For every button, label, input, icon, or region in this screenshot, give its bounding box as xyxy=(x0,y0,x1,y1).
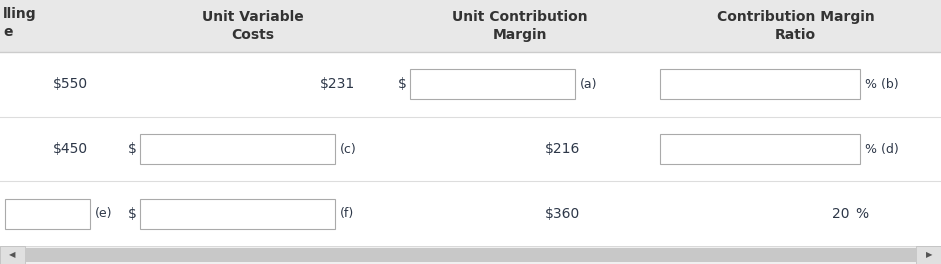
Text: e: e xyxy=(3,25,12,39)
Bar xyxy=(916,246,941,264)
Text: ▶: ▶ xyxy=(926,251,933,260)
Text: (f): (f) xyxy=(340,207,354,220)
Text: Unit Contribution
Margin: Unit Contribution Margin xyxy=(453,10,588,42)
Text: (e): (e) xyxy=(95,207,113,220)
Text: ◀: ◀ xyxy=(8,251,15,260)
Bar xyxy=(5,199,90,229)
Text: % (d): % (d) xyxy=(865,143,899,155)
Text: $360: $360 xyxy=(545,207,580,221)
Bar xyxy=(0,0,941,52)
Bar xyxy=(25,248,916,262)
Bar xyxy=(0,246,941,264)
Text: 20: 20 xyxy=(833,207,850,221)
Bar xyxy=(410,69,575,99)
Bar xyxy=(140,199,335,229)
Text: lling: lling xyxy=(3,7,37,21)
Text: Contribution Margin
Ratio: Contribution Margin Ratio xyxy=(717,10,874,42)
Bar xyxy=(0,246,25,264)
Text: Unit Variable
Costs: Unit Variable Costs xyxy=(201,10,303,42)
Text: (c): (c) xyxy=(340,143,357,155)
Bar xyxy=(140,134,335,164)
Text: % (b): % (b) xyxy=(865,78,899,91)
Bar xyxy=(660,134,860,164)
Text: $550: $550 xyxy=(53,77,88,91)
Text: %: % xyxy=(855,207,869,221)
Text: $: $ xyxy=(128,207,136,221)
Text: $450: $450 xyxy=(53,142,88,156)
Text: (a): (a) xyxy=(580,78,598,91)
Text: $231: $231 xyxy=(320,77,355,91)
Bar xyxy=(660,69,860,99)
Text: $: $ xyxy=(128,142,136,156)
Text: $: $ xyxy=(398,77,407,91)
Text: $216: $216 xyxy=(545,142,580,156)
